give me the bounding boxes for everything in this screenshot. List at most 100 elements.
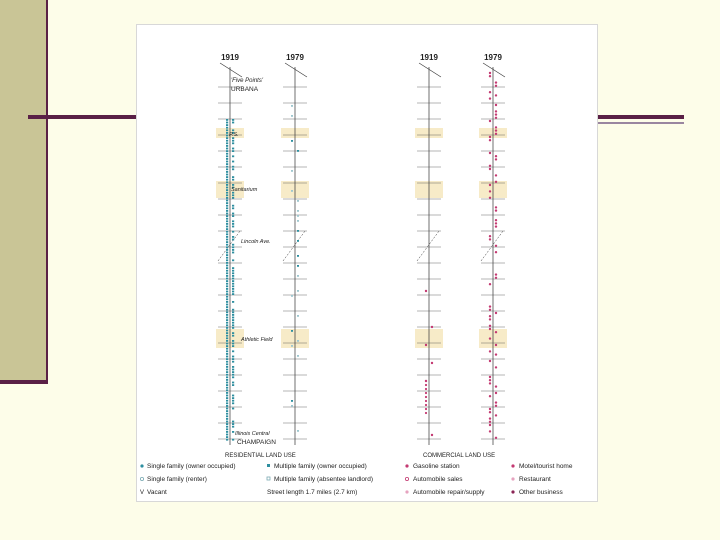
res-1919-dot: [226, 433, 229, 436]
commercial-title: COMMERCIAL LAND USE: [423, 453, 495, 459]
res-1919-dot: [226, 412, 229, 415]
res-1919-dot: [226, 238, 229, 241]
com-1979-dot: [488, 235, 492, 238]
res-1919-dot: [226, 306, 229, 308]
com-1919-dot: [430, 325, 434, 329]
res-1919-dot: [232, 360, 235, 363]
res-1979-dot: [297, 355, 299, 357]
res-1919-dot: [226, 303, 229, 306]
res-1919-dot: [226, 272, 229, 275]
res-1979-dot: [297, 430, 299, 432]
com-1979-dot: [494, 436, 498, 439]
com-1979-dot: [494, 273, 498, 276]
legend-dot-other: [511, 490, 515, 494]
res-1919-dot: [226, 428, 229, 431]
res-1919-dot: [226, 423, 229, 425]
res-1919-dot: [226, 345, 229, 347]
street-end-marker: [219, 62, 243, 78]
com-1979-dot: [488, 75, 492, 78]
res-1919-dot: [232, 327, 235, 329]
com-1979-dot: [494, 276, 498, 279]
slide-sidebar: [0, 0, 46, 383]
com-1919-dot: [430, 361, 434, 365]
res-1919-dot: [226, 308, 229, 311]
res-1919-dot: [226, 158, 229, 160]
res-1919-dot: [232, 251, 235, 254]
res-1919-dot: [226, 329, 229, 332]
res-1919-dot: [226, 181, 229, 184]
res-1919-dot: [232, 223, 235, 225]
res-1919-dot: [232, 366, 235, 368]
com-1919-dot: [424, 407, 428, 411]
res-1919-dot: [226, 397, 229, 399]
res-1919-dot: [226, 285, 229, 288]
res-1919-dot: [226, 277, 229, 280]
res-year-1979: 1979: [286, 53, 304, 62]
com-1979-dot: [494, 311, 498, 315]
com-1979-dot: [488, 167, 492, 171]
res-1919-dot: [226, 119, 229, 121]
land-use-figure: 1919 1979 1919 1979 'Five Points' URBANA…: [136, 24, 598, 502]
res-1919-dot: [232, 160, 235, 163]
res-1919-dot: [232, 230, 235, 233]
res-1919-dot: [226, 204, 229, 207]
res-1919-dot: [226, 194, 229, 197]
street-columns: [217, 62, 506, 445]
res-1919-dot: [226, 347, 229, 350]
res-1979-dot: [291, 295, 293, 297]
res-1919-dot: [226, 202, 229, 204]
res-1919-dot: [226, 275, 229, 277]
res-1919-dot: [232, 249, 235, 251]
res-1919-dot: [226, 350, 229, 353]
legend-motel: Motel/tourist home: [519, 463, 573, 470]
res-1919-dot: [226, 251, 229, 254]
com-1979-dot: [494, 401, 498, 404]
res-1919-dot: [226, 340, 229, 342]
res-1919-dot: [226, 321, 229, 324]
res-1919-dot: [226, 436, 229, 438]
res-1919-dot: [226, 225, 229, 228]
com-1979-dot: [488, 315, 492, 318]
res-1919-dot: [226, 360, 229, 363]
res-1919-dot: [226, 334, 229, 337]
com-year-1979: 1979: [484, 53, 502, 62]
res-1919-dot: [232, 282, 235, 285]
com-1979-dot: [488, 238, 492, 241]
res-1919-dot: [232, 342, 235, 345]
legend-other: Other business: [519, 489, 563, 496]
com-1919-dot: [424, 289, 428, 293]
res-1919-dot: [232, 207, 235, 210]
res-1919-dot: [232, 308, 235, 311]
res-1919-dot: [226, 256, 229, 259]
street-label-ps: P.S.: [229, 132, 239, 138]
res-1919-dot: [226, 392, 229, 394]
res-1919-dot: [226, 363, 229, 366]
res-1919-dot: [232, 132, 235, 134]
res-1919-dot: [226, 384, 229, 386]
res-1919-dot: [226, 402, 229, 405]
res-1919-dot: [226, 420, 229, 423]
res-1919-dot: [232, 371, 235, 373]
res-1919-dot: [226, 139, 229, 142]
street-label-sanitarium: Sanitarium: [231, 187, 258, 193]
res-1919-dot: [226, 246, 229, 249]
res-1979-dot: [291, 345, 293, 347]
com-1919-dot: [424, 403, 428, 407]
legend-single-renter: Single family (renter): [147, 476, 207, 483]
res-1919-dot: [226, 368, 229, 371]
res-1919-dot: [226, 418, 229, 420]
legend-dot-single-renter: [140, 476, 145, 481]
res-1919-dot: [232, 399, 235, 402]
res-1919-dot: [226, 121, 229, 124]
res-1979-dot: [291, 330, 293, 332]
res-1919-dot: [232, 420, 235, 423]
res-1919-dot: [232, 137, 235, 139]
com-1979-dot: [494, 110, 498, 113]
res-1919-dot: [226, 366, 229, 368]
res-1919-dot: [226, 301, 229, 303]
res-1979-dot: [297, 340, 299, 342]
res-1919-dot: [226, 152, 229, 155]
sidebar-bottom-rule: [0, 380, 48, 384]
res-1919-dot: [232, 168, 235, 171]
res-1979-dot: [297, 200, 299, 202]
